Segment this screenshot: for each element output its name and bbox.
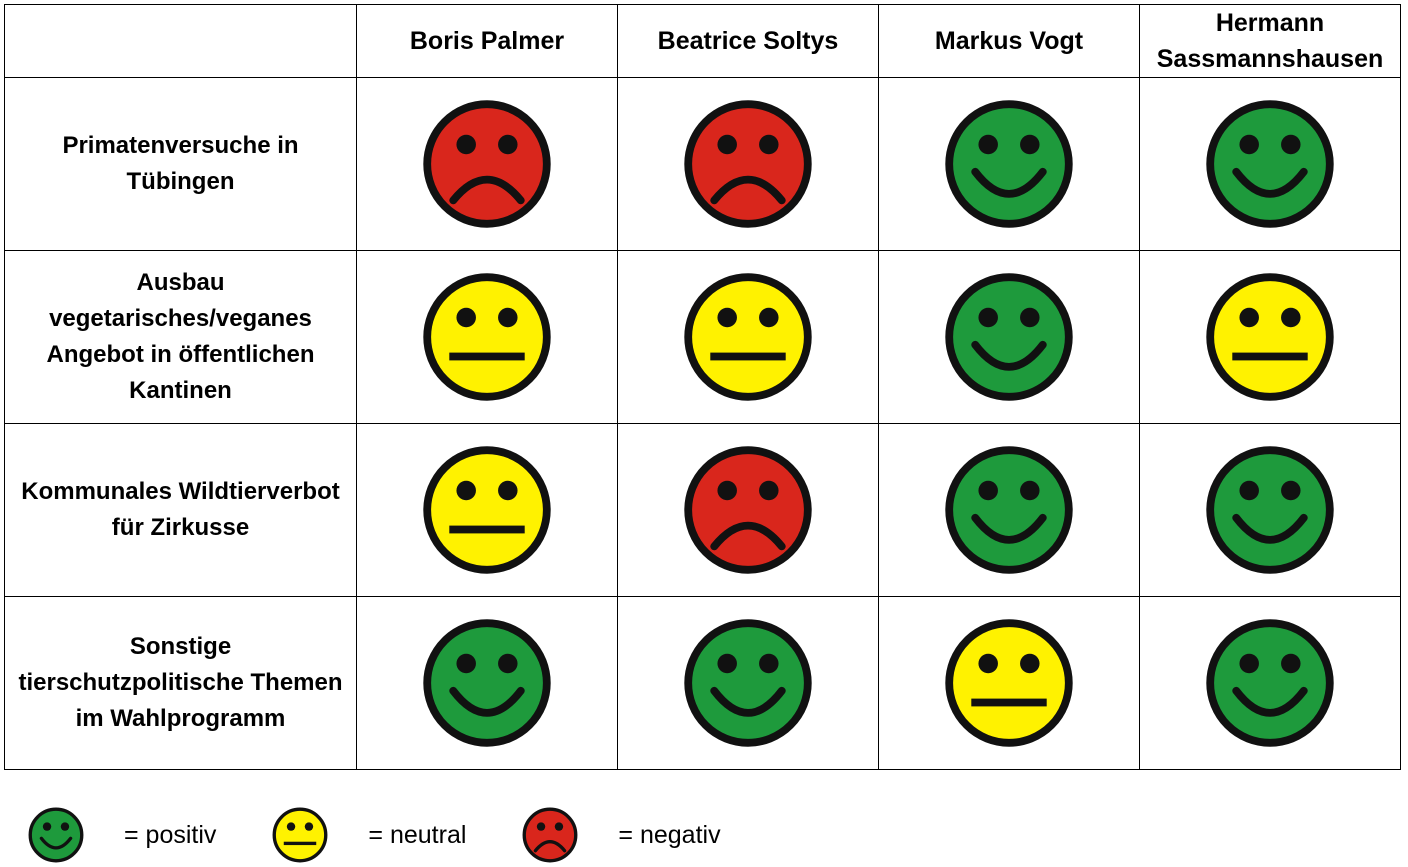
- rating-cell: [878, 250, 1140, 424]
- candidate-header: Beatrice Soltys: [617, 4, 879, 78]
- smiling-face-icon: [945, 446, 1073, 574]
- candidate-name: Beatrice Soltys: [657, 27, 839, 55]
- candidate-header: Markus Vogt: [878, 4, 1140, 78]
- rating-table: Boris Palmer Beatrice Soltys Markus Vogt…: [4, 4, 1401, 770]
- rating-cell: [1139, 250, 1401, 424]
- legend-item-negative: = negativ: [522, 807, 721, 863]
- candidate-header: Hermann Sassmannshausen: [1139, 4, 1401, 78]
- legend-label-negative: = negativ: [618, 820, 721, 849]
- rating-cell: [617, 596, 879, 770]
- topic-label: Sonstige tierschutzpolitische Themen im …: [18, 633, 343, 732]
- topic-label: Ausbau vegetarisches/veganes Angebot in …: [46, 269, 315, 404]
- rating-cell: [617, 77, 879, 251]
- legend: = positiv = neutral = negativ: [28, 806, 721, 864]
- neutral-face-icon: [272, 807, 328, 863]
- candidate-header: Boris Palmer: [356, 4, 618, 78]
- legend-label-neutral: = neutral: [368, 820, 467, 849]
- smiling-face-icon: [684, 619, 812, 747]
- rating-cell: [356, 77, 618, 251]
- rating-cell: [1139, 77, 1401, 251]
- smiling-face-icon: [1206, 446, 1334, 574]
- rating-cell: [356, 250, 618, 424]
- rating-cell: [1139, 596, 1401, 770]
- candidate-name: Markus Vogt: [934, 27, 1084, 55]
- rating-cell: [617, 250, 879, 424]
- frowning-face-icon: [522, 807, 578, 863]
- rating-cell: [1139, 423, 1401, 597]
- topic-cell: Ausbau vegetarisches/veganes Angebot in …: [4, 250, 357, 424]
- table-row: Sonstige tierschutzpolitische Themen im …: [4, 596, 1401, 770]
- smiling-face-icon: [423, 619, 551, 747]
- legend-item-positive: = positiv: [28, 807, 272, 863]
- candidate-name: Hermann Sassmannshausen: [1156, 9, 1384, 73]
- topic-cell: Sonstige tierschutzpolitische Themen im …: [4, 596, 357, 770]
- smiling-face-icon: [28, 807, 84, 863]
- neutral-face-icon: [945, 619, 1073, 747]
- rating-cell: [356, 423, 618, 597]
- rating-cell: [878, 596, 1140, 770]
- frowning-face-icon: [423, 100, 551, 228]
- table-row: Kommunales Wildtierverbot für Zirkusse: [4, 423, 1401, 597]
- smiling-face-icon: [945, 100, 1073, 228]
- rating-cell: [356, 596, 618, 770]
- table-row: Primatenversuche in Tübingen: [4, 77, 1401, 251]
- neutral-face-icon: [684, 273, 812, 401]
- smiling-face-icon: [1206, 100, 1334, 228]
- rating-cell: [878, 423, 1140, 597]
- legend-label-positive: = positiv: [124, 820, 217, 849]
- topic-cell: Primatenversuche in Tübingen: [4, 77, 357, 251]
- corner-cell: [4, 4, 357, 78]
- table-row: Ausbau vegetarisches/veganes Angebot in …: [4, 250, 1401, 424]
- candidate-name: Boris Palmer: [409, 27, 565, 55]
- legend-item-neutral: = neutral: [272, 807, 522, 863]
- neutral-face-icon: [423, 446, 551, 574]
- neutral-face-icon: [423, 273, 551, 401]
- rating-cell: [617, 423, 879, 597]
- topic-label: Kommunales Wildtierverbot für Zirkusse: [21, 478, 340, 541]
- smiling-face-icon: [1206, 619, 1334, 747]
- neutral-face-icon: [1206, 273, 1334, 401]
- rating-cell: [878, 77, 1140, 251]
- frowning-face-icon: [684, 100, 812, 228]
- topic-cell: Kommunales Wildtierverbot für Zirkusse: [4, 423, 357, 597]
- smiling-face-icon: [945, 273, 1073, 401]
- header-row: Boris Palmer Beatrice Soltys Markus Vogt…: [4, 4, 1401, 78]
- frowning-face-icon: [684, 446, 812, 574]
- topic-label: Primatenversuche in Tübingen: [62, 132, 299, 195]
